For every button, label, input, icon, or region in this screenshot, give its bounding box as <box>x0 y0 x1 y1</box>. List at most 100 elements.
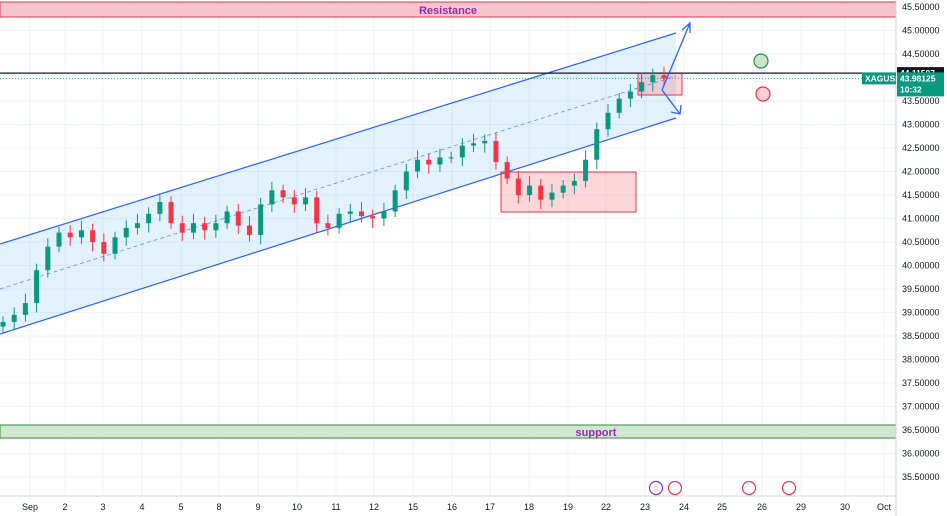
candle-body <box>639 82 645 92</box>
candle-body <box>179 223 185 233</box>
x-tick-label: 23 <box>640 502 650 512</box>
y-tick-label: 40.00000 <box>902 261 940 271</box>
y-tick-label: 36.00000 <box>902 449 940 459</box>
candle-body <box>627 91 633 99</box>
candle-body <box>235 211 241 226</box>
y-tick-label: 38.50000 <box>902 331 940 341</box>
candle-body <box>22 303 28 315</box>
x-tick-label: 26 <box>757 502 767 512</box>
candle-body <box>190 223 196 233</box>
candle-body <box>459 145 465 158</box>
x-tick-label: 19 <box>563 502 573 512</box>
support-zone <box>0 424 897 439</box>
candle-body <box>426 159 432 165</box>
y-tick-label: 40.50000 <box>902 237 940 247</box>
current-range-box <box>637 72 683 96</box>
x-tick-label: 25 <box>717 502 727 512</box>
candle-body <box>34 270 40 304</box>
candle-body <box>280 190 286 198</box>
candle-body <box>325 223 331 228</box>
y-tick-label: 42.00000 <box>902 167 940 177</box>
candle-body <box>616 98 622 113</box>
countdown-text: 10:32 <box>900 84 922 94</box>
x-tick-label: 17 <box>485 502 495 512</box>
y-tick-label: 44.50000 <box>902 49 940 59</box>
candle-body <box>448 157 454 159</box>
candle-body <box>168 202 174 224</box>
x-tick-label: Sep <box>22 502 38 512</box>
x-tick-label: 15 <box>408 502 418 512</box>
price-tag-text: 43.98125 <box>900 73 936 83</box>
bullish-arrowhead <box>681 21 691 33</box>
y-tick-label: 43.50000 <box>902 96 940 106</box>
bearish-arrowhead <box>670 104 682 115</box>
x-tick-label: 9 <box>255 502 260 512</box>
candle-body <box>571 180 577 186</box>
y-tick-label: 37.50000 <box>902 378 940 388</box>
candle-body <box>157 202 163 214</box>
event-marker-icon <box>667 480 683 496</box>
candle-body <box>583 159 589 181</box>
symbol-tag <box>862 72 896 85</box>
x-tick-label: 29 <box>796 502 806 512</box>
y-tick-label: 42.50000 <box>902 143 940 153</box>
candle-body <box>359 211 365 217</box>
symbol-tag-text: XAGUSD <box>865 73 901 83</box>
candle-body <box>202 223 208 231</box>
candle-body <box>437 157 443 165</box>
candle-body <box>493 140 499 163</box>
x-tick-label: 2 <box>62 502 67 512</box>
y-tick-label: 36.50000 <box>902 425 940 435</box>
candle-body <box>549 192 555 200</box>
candle-body <box>291 197 297 205</box>
candle-body <box>560 185 566 193</box>
candle-body <box>213 223 219 231</box>
y-tick-label: 41.50000 <box>902 190 940 200</box>
candle-body <box>314 197 320 224</box>
candle-body <box>269 190 275 205</box>
candle-body <box>471 143 477 146</box>
candle-body <box>224 211 230 224</box>
y-tick-label: 43.00000 <box>902 120 940 130</box>
bearish-arrow <box>661 89 681 115</box>
channel-median-line <box>0 75 677 290</box>
event-marker-icon <box>648 480 664 496</box>
bullish-arrow <box>661 22 691 91</box>
x-tick-label: 4 <box>139 502 144 512</box>
x-tick-label: 30 <box>840 502 850 512</box>
x-tick-label: 12 <box>369 502 379 512</box>
candle-body <box>11 314 17 322</box>
candle-body <box>661 75 667 79</box>
y-tick-label: 39.50000 <box>902 284 940 294</box>
bullish-target-marker <box>753 53 769 69</box>
candle-body <box>146 213 152 224</box>
candle-body <box>101 242 107 254</box>
candle-body <box>381 211 387 219</box>
y-tick-label: 37.00000 <box>902 402 940 412</box>
y-tick-label: 38.00000 <box>902 355 940 365</box>
x-tick-label: 8 <box>216 502 221 512</box>
x-tick-label: 5 <box>178 502 183 512</box>
candle-body <box>515 178 521 195</box>
candle-body <box>347 211 353 214</box>
consolidation-box <box>500 171 637 213</box>
candle-body <box>403 171 409 191</box>
candle-body <box>415 159 421 172</box>
candle-body <box>45 246 51 271</box>
candle-body <box>78 230 84 238</box>
candle-body <box>56 232 62 247</box>
bearish-target-marker <box>755 86 771 102</box>
channel-upper-line <box>0 32 677 245</box>
candle-body <box>123 227 129 238</box>
y-tick-label: 39.00000 <box>902 308 940 318</box>
candle-body <box>67 232 73 238</box>
candle-body <box>594 129 600 160</box>
candle-body <box>538 185 544 200</box>
candle-body <box>605 112 611 130</box>
candle-body <box>112 237 118 254</box>
candle-body <box>134 223 140 228</box>
candle-body <box>246 225 252 235</box>
x-tick-label: 3 <box>100 502 105 512</box>
